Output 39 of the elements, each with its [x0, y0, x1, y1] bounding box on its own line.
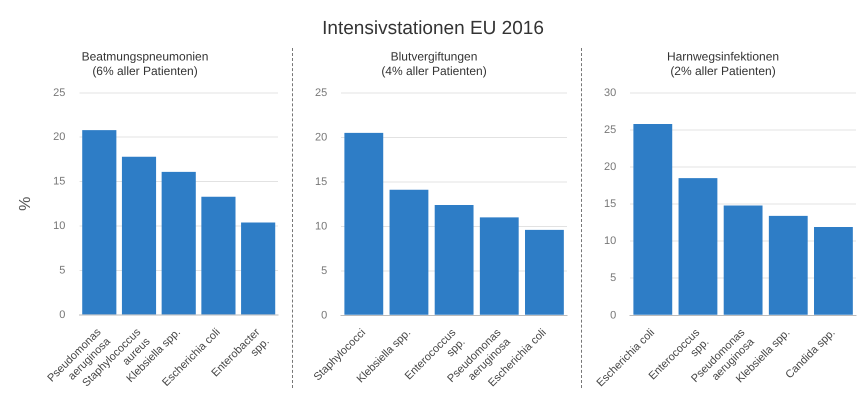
y-tick-label: 15: [53, 176, 66, 188]
y-tick-label: 20: [53, 131, 66, 144]
y-tick-label: 30: [604, 86, 616, 99]
y-tick-label: 0: [321, 309, 328, 322]
chart-title: Beatmungspneumonien (6% aller Patienten): [82, 50, 208, 78]
y-tick-label: 25: [314, 86, 328, 99]
bar: [122, 156, 156, 314]
bar: [480, 217, 519, 315]
bar: [344, 132, 384, 315]
y-tick-label: 10: [314, 220, 328, 232]
bar: [82, 130, 116, 314]
bar: [724, 206, 763, 315]
y-tick-label: 0: [59, 308, 66, 321]
y-tick-label: 10: [53, 220, 66, 232]
bar: [678, 178, 718, 315]
text: Intensivstationen EU 2016: [322, 18, 544, 39]
bar: [768, 216, 808, 315]
bar: [633, 124, 672, 315]
y-tick-label: 10: [604, 235, 616, 248]
y-tick-label: 25: [604, 124, 616, 136]
chart-title: Harnwegsinfektionen (2% aller Patienten): [666, 50, 780, 78]
y-tick-label: 5: [59, 264, 66, 276]
bar: [162, 172, 196, 314]
y-tick-label: 20: [604, 160, 616, 173]
y-tick-label: 15: [604, 198, 616, 210]
y-tick-label: 5: [321, 264, 328, 277]
y-tick-label: 15: [314, 176, 328, 188]
y-tick-label: 5: [610, 272, 616, 284]
y-axis-title: %: [17, 196, 34, 211]
bar: [201, 196, 236, 314]
y-tick-label: 20: [314, 131, 328, 144]
bar: [814, 227, 853, 315]
y-tick-label: 25: [53, 86, 66, 99]
bar: [525, 230, 564, 315]
bar: [241, 222, 276, 314]
y-tick-label: 0: [610, 309, 616, 322]
chart-title: Blutvergiftungen (4% aller Patienten): [381, 50, 487, 78]
bar: [434, 204, 474, 315]
bar: [390, 190, 428, 315]
